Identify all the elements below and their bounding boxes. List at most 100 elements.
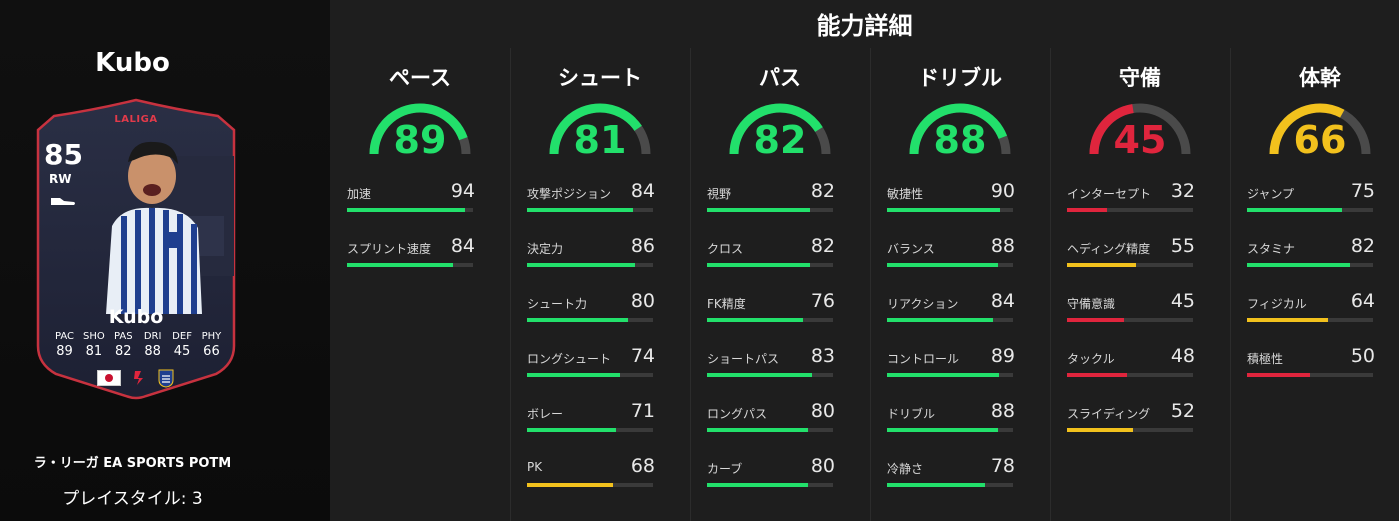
stat-row: 加速 94	[347, 180, 475, 225]
stat-name: ヘディング精度	[1067, 242, 1151, 256]
stat-name: シュート力	[527, 297, 588, 311]
stat-bar-fill	[707, 428, 808, 432]
stat-name: フィジカル	[1247, 297, 1307, 311]
column-divider	[510, 48, 511, 521]
stat-name: タックル	[1067, 352, 1115, 366]
stat-bar-fill	[1247, 373, 1310, 377]
stat-bar	[707, 263, 833, 267]
stat-name: インターセプト	[1067, 187, 1152, 201]
stat-row: 積極性 50	[1247, 345, 1375, 390]
player-photo	[106, 141, 202, 314]
stat-row: ロングシュート 74	[527, 345, 655, 390]
stat-bar	[527, 483, 653, 487]
stat-row: 守備意識 45	[1067, 290, 1195, 335]
stat-name: ロングシュート	[527, 352, 612, 366]
stat-value: 48	[1170, 345, 1195, 367]
card-player-name: Kubo	[108, 306, 164, 328]
card-stat-label: SHO	[83, 331, 105, 342]
stat-value: 55	[1170, 235, 1195, 257]
stat-bar-fill	[527, 208, 633, 212]
stat-bar	[887, 318, 1013, 322]
stat-bar-fill	[1247, 318, 1328, 322]
stat-bar-fill	[887, 318, 993, 322]
stat-value: 80	[630, 290, 655, 312]
stat-bar	[707, 428, 833, 432]
stat-name: ドリブル	[887, 407, 936, 421]
stat-value: 80	[810, 455, 835, 477]
stat-bar	[707, 483, 833, 487]
stat-name: クロス	[707, 242, 744, 256]
stat-name: 敏捷性	[887, 187, 924, 201]
stat-value: 74	[630, 345, 655, 367]
stat-bar-fill	[527, 373, 621, 377]
card-stat-dri: DRI 88	[138, 330, 167, 360]
player-card[interactable]: LALIGA 85 RW Kubo PAC 89 SHO 81 PAS	[34, 96, 238, 402]
club-crest-icon	[158, 369, 174, 388]
card-stat-label: DEF	[172, 331, 192, 342]
stat-value: 45	[1170, 290, 1195, 312]
stat-bar	[527, 208, 653, 212]
stat-row: ボレー 71	[527, 400, 655, 445]
stat-bar-fill	[1067, 318, 1124, 322]
stat-row: タックル 48	[1067, 345, 1195, 390]
attribute-gauge	[369, 103, 471, 155]
stat-bar	[527, 263, 653, 267]
stat-bar	[527, 318, 653, 322]
card-position: RW	[49, 172, 72, 186]
stat-bar	[887, 373, 1013, 377]
stat-row: 敏捷性 90	[887, 180, 1015, 225]
attribute-gauge	[909, 103, 1011, 155]
details-title: 能力詳細	[816, 12, 913, 40]
stat-row: コントロール 89	[887, 345, 1015, 390]
stat-bar	[887, 263, 1013, 267]
stat-row: スプリント速度 84	[347, 235, 475, 280]
attribute-column-dribbling: ドリブル 88 敏捷性 90 バランス 88 リアクション 84 コントロール 89 ドリブル 88 冷…	[871, 48, 1049, 521]
card-stat-label: PHY	[201, 331, 222, 342]
attribute-gauge	[1269, 103, 1371, 155]
stat-bar-fill	[1247, 208, 1342, 212]
stat-bar-fill	[527, 263, 636, 267]
stat-name: 加速	[347, 187, 372, 201]
gauge-fill	[369, 103, 471, 155]
stat-row: カーブ 80	[707, 455, 835, 500]
card-stat-def: DEF 45	[168, 330, 197, 360]
stat-name: ボレー	[527, 407, 564, 421]
attribute-details-panel: 能力詳細 ペース 89 加速 94 スプリント速度 84 シュート 81 攻撃ポジション 84 決定…	[330, 0, 1399, 521]
stat-row: ドリブル 88	[887, 400, 1015, 445]
card-stat-phy: PHY 66	[197, 330, 226, 360]
stat-value: 75	[1350, 180, 1375, 202]
stat-value: 80	[810, 400, 835, 422]
stat-value: 84	[990, 290, 1015, 312]
attribute-column-defending: 守備 45 インターセプト 32 ヘディング精度 55 守備意識 45 タックル 48 スライディン…	[1051, 48, 1229, 521]
stat-value: 88	[990, 400, 1015, 422]
stat-value: 76	[810, 290, 835, 312]
attribute-gauge-value: 81	[573, 118, 627, 162]
attribute-gauge-value: 88	[933, 118, 987, 162]
column-divider	[690, 48, 691, 521]
stat-bar-fill	[887, 483, 986, 487]
stat-value: 90	[990, 180, 1015, 202]
stat-bar-fill	[1067, 428, 1133, 432]
stat-value: 82	[810, 235, 835, 257]
card-rating: 85	[44, 138, 83, 171]
attribute-column-title: パス	[759, 66, 801, 90]
stat-name: バランス	[887, 242, 935, 256]
attribute-column-title: ドリブル	[918, 66, 1002, 90]
stat-bar	[707, 208, 833, 212]
card-stat-value: 66	[203, 344, 220, 359]
stat-value: 82	[810, 180, 835, 202]
stat-row: PK 68	[527, 455, 655, 500]
stat-name: スタミナ	[1247, 242, 1296, 256]
stat-value: 52	[1170, 400, 1195, 422]
stat-value: 84	[630, 180, 655, 202]
card-stat-label: DRI	[143, 331, 162, 342]
stat-bar	[347, 263, 473, 267]
stat-row: ショートパス 83	[707, 345, 835, 390]
column-divider	[1050, 48, 1051, 521]
stat-bar	[887, 208, 1013, 212]
stat-bar-fill	[887, 208, 1001, 212]
stat-row: 決定力 86	[527, 235, 655, 280]
stat-value: 89	[990, 345, 1015, 367]
stat-bar	[527, 373, 653, 377]
boot-icon	[51, 198, 75, 205]
